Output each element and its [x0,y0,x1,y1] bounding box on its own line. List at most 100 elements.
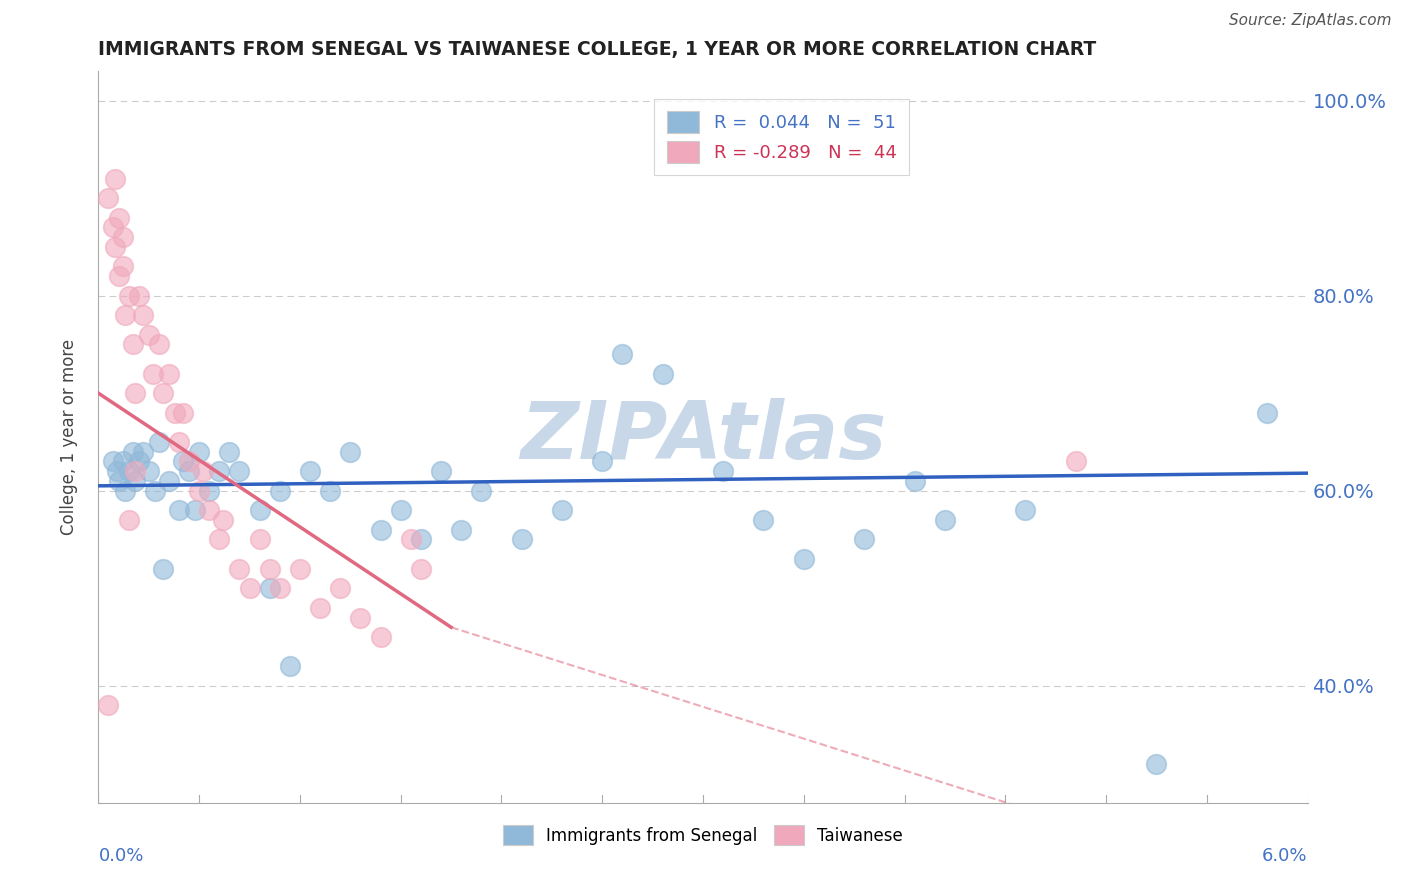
Point [107,211,129,225]
Point [193,464,215,478]
Point [198,483,221,498]
Point [218,444,240,458]
Point [152,562,174,576]
Point [179,454,201,468]
Point [163,406,186,420]
Point [551,503,574,517]
Point [288,562,311,576]
Point [142,367,165,381]
Point [370,630,392,644]
Point [188,444,211,458]
Point [793,552,815,566]
Point [118,513,141,527]
Point [167,434,190,449]
Point [1146,756,1168,771]
Text: Source: ZipAtlas.com: Source: ZipAtlas.com [1229,13,1392,29]
Point [103,240,125,254]
Point [143,483,166,498]
Y-axis label: College, 1 year or more: College, 1 year or more [59,339,77,535]
Point [114,483,136,498]
Point [249,533,271,547]
Point [212,513,235,527]
Point [107,474,129,488]
Point [111,454,134,468]
Point [612,347,634,361]
Point [651,367,673,381]
Point [101,454,124,468]
Point [157,474,180,488]
Point [269,581,291,595]
Point [148,337,170,351]
Point [179,464,201,478]
Point [101,220,124,235]
Point [121,337,143,351]
Point [124,464,146,478]
Point [128,454,150,468]
Point [853,533,876,547]
Point [111,230,134,244]
Point [208,464,231,478]
Point [121,444,143,458]
Point [934,513,956,527]
Point [299,464,322,478]
Point [148,434,170,449]
Point [1014,503,1036,517]
Point [138,464,160,478]
Point [319,483,342,498]
Point [389,503,412,517]
Point [259,562,281,576]
Point [339,444,361,458]
Point [711,464,734,478]
Point [259,581,281,595]
Point [124,474,146,488]
Point [1256,406,1278,420]
Point [172,406,194,420]
Point [309,600,332,615]
Point [349,610,371,624]
Text: IMMIGRANTS FROM SENEGAL VS TAIWANESE COLLEGE, 1 YEAR OR MORE CORRELATION CHART: IMMIGRANTS FROM SENEGAL VS TAIWANESE COL… [98,39,1097,59]
Point [269,483,291,498]
Point [132,444,155,458]
Point [107,269,129,284]
Point [152,386,174,401]
Point [752,513,775,527]
Point [904,474,927,488]
Point [239,581,262,595]
Point [278,659,301,673]
Legend: Immigrants from Senegal, Taiwanese: Immigrants from Senegal, Taiwanese [495,817,911,853]
Point [591,454,613,468]
Point [105,464,128,478]
Point [228,562,250,576]
Point [208,533,231,547]
Point [409,533,432,547]
Text: 6.0%: 6.0% [1263,847,1308,864]
Point [132,308,155,322]
Point [249,503,271,517]
Point [198,503,221,517]
Point [138,327,160,342]
Point [172,454,194,468]
Point [97,191,120,205]
Point [470,483,492,498]
Point [103,171,125,186]
Point [510,533,533,547]
Point [111,260,134,274]
Point [118,464,141,478]
Point [329,581,352,595]
Point [124,386,146,401]
Point [1064,454,1087,468]
Point [399,533,422,547]
Point [157,367,180,381]
Point [370,523,392,537]
Point [409,562,432,576]
Text: 0.0%: 0.0% [98,847,143,864]
Point [188,483,211,498]
Point [167,503,190,517]
Point [97,698,120,713]
Point [114,308,136,322]
Point [128,288,150,302]
Text: ZIPAtlas: ZIPAtlas [520,398,886,476]
Point [228,464,250,478]
Point [450,523,472,537]
Point [184,503,207,517]
